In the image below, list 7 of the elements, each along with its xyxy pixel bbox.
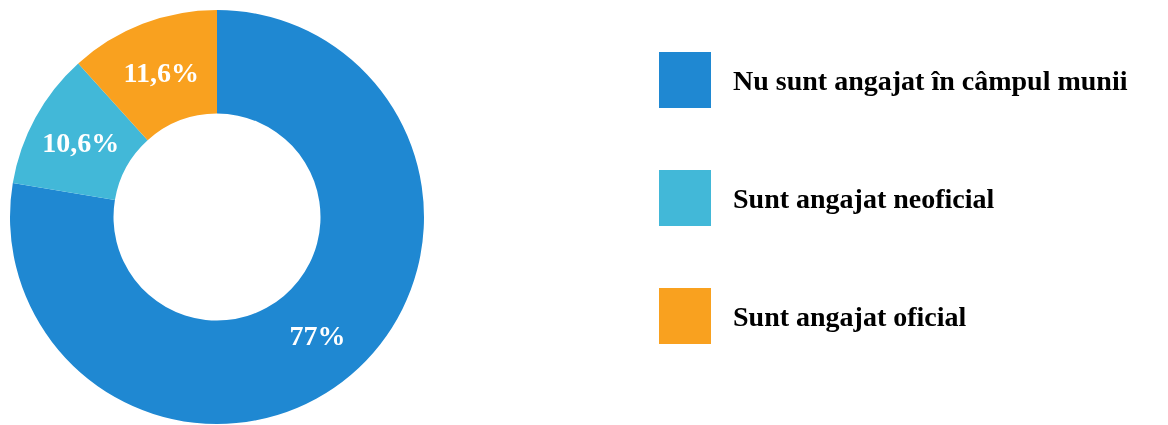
data-label: 10,6% xyxy=(42,127,120,159)
legend-label: Nu sunt angajat în câmpul munii xyxy=(733,64,1128,96)
legend-label: Sunt angajat oficial xyxy=(733,300,967,332)
data-label: 77% xyxy=(289,319,346,351)
data-label: 11,6% xyxy=(123,56,199,88)
donut-slice xyxy=(10,10,424,424)
legend-label: Sunt angajat neoficial xyxy=(733,182,995,214)
